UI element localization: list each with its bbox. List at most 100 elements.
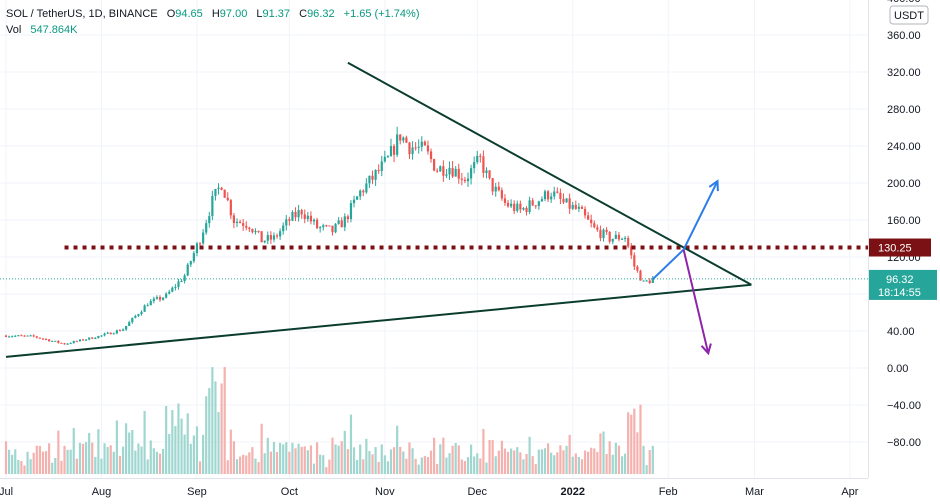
volume-bar (205, 396, 208, 474)
candle-body (356, 196, 359, 200)
volume-bar (328, 459, 331, 474)
candle-body (272, 235, 276, 240)
low-value: 91.37 (262, 8, 291, 20)
candle-body (189, 261, 192, 265)
volume-bar (32, 452, 35, 474)
symbol-title[interactable]: SOL / TetherUS, 1D, BINANCE (6, 8, 158, 20)
candle-body (546, 191, 550, 200)
candle-body (497, 186, 500, 191)
candle-body (349, 203, 353, 220)
candle-body (392, 145, 396, 155)
chart-legend: SOL / TetherUS, 1D, BINANCE O94.65 H97.0… (6, 6, 420, 38)
volume-bar (174, 426, 177, 474)
time-tick-label: Mar (745, 486, 764, 498)
close-value: 96.32 (307, 8, 335, 20)
candle-body (168, 291, 171, 294)
volume-bar (392, 447, 396, 474)
candle-body (411, 147, 414, 155)
volume-bar (454, 443, 457, 474)
candle-body (192, 253, 195, 262)
candle-body (651, 278, 654, 283)
volume-bar (543, 448, 547, 474)
candle-body (513, 203, 516, 211)
candle-body (11, 336, 14, 338)
candle-body (460, 178, 463, 180)
candle-body (128, 322, 131, 326)
candle-body (325, 225, 328, 227)
candle-body (297, 210, 300, 218)
volume-bar (91, 442, 94, 474)
candle-body (340, 220, 343, 228)
candle-body (217, 187, 220, 189)
time-tick-label: Oct (281, 486, 298, 498)
candle-body (158, 297, 162, 300)
candle-body (315, 219, 319, 229)
volume-bar (608, 441, 611, 474)
candle-body (337, 220, 340, 224)
volume-bar (593, 448, 596, 474)
volume-bar (359, 444, 362, 474)
volume-bar (590, 447, 593, 474)
volume-bar (469, 444, 473, 474)
candle-body (23, 335, 26, 337)
time-axis[interactable]: Jul Aug Sep Oct Nov Dec 2022 Feb Mar Apr (0, 486, 859, 498)
volume-bar (242, 454, 245, 474)
volume-bar (186, 413, 189, 474)
volume-bar (20, 461, 23, 474)
volume-bar (537, 449, 540, 474)
volume-bar (269, 451, 272, 474)
volume-bar (334, 444, 337, 474)
candle-body (488, 170, 491, 179)
candle-body (112, 333, 115, 335)
candle-body (211, 195, 214, 217)
candle-body (232, 215, 236, 224)
resistance-price-badge: 130.25 (869, 238, 931, 257)
candle-body (254, 230, 257, 233)
candle-body (242, 223, 245, 226)
candle-body (260, 231, 263, 243)
volume-bar (460, 459, 463, 474)
candle-body (251, 228, 254, 233)
candle-body (537, 201, 540, 207)
volume-bar (48, 443, 51, 474)
bull-arrow-head (708, 179, 719, 192)
candle-body (226, 197, 229, 201)
volume-bar (297, 443, 300, 474)
candle-body (54, 340, 57, 342)
volume-bar (473, 456, 476, 474)
volume-bar (559, 445, 562, 474)
candle-body (20, 335, 23, 337)
high-label: H (211, 8, 220, 20)
candle-body (208, 216, 211, 224)
volume-bar (534, 464, 537, 474)
candle-body (583, 208, 587, 216)
currency-button[interactable]: USDT (889, 5, 929, 25)
candle-body (177, 281, 180, 287)
candle-body (248, 227, 251, 229)
volume-bar (448, 453, 451, 474)
candle-body (559, 192, 562, 199)
price-axis[interactable]: −80.00−40.000.0040.0080.00120.00160.0020… (887, 0, 921, 449)
candle-body (306, 215, 309, 219)
candle-body (266, 235, 269, 241)
volume-bar (226, 460, 229, 474)
candle-body (617, 234, 621, 240)
volume-bar (152, 448, 155, 474)
price-tick-label: −40.00 (887, 400, 921, 412)
volume-bar (436, 463, 439, 474)
volume-bar (503, 448, 507, 474)
volume-bar (232, 441, 236, 474)
candle-body (596, 227, 599, 230)
candle-body (63, 343, 66, 345)
volume-bar (380, 444, 383, 474)
candle-body (543, 191, 547, 200)
volume-bar (423, 456, 426, 474)
volume-bar (522, 459, 525, 474)
candle-body (451, 167, 454, 177)
volume-bar (260, 423, 263, 474)
candle-body (383, 156, 386, 162)
candle-body (365, 183, 368, 193)
candle-body (630, 246, 633, 256)
candle-body (100, 335, 103, 337)
